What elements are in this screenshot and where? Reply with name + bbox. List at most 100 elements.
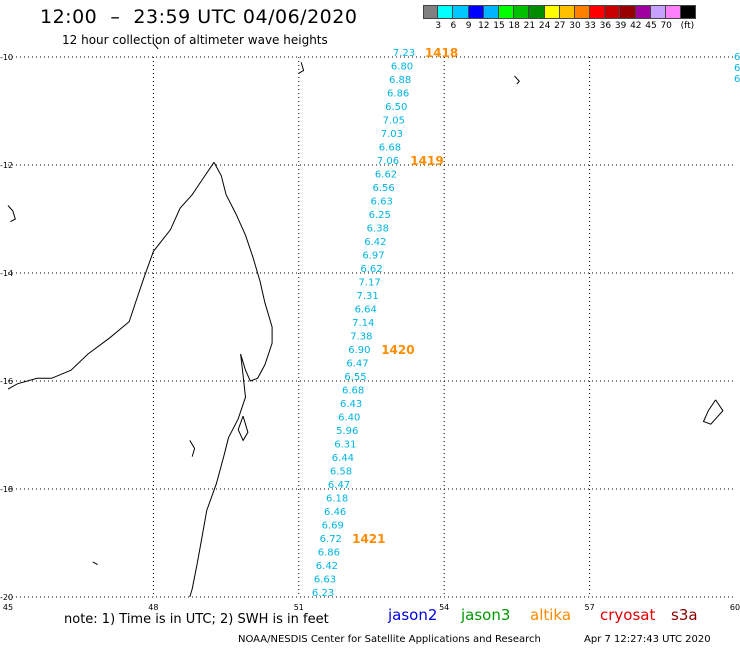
wave-height-label: 6.63 [371,197,393,208]
small-island-a [153,43,159,50]
wave-height-label: 6.62 [360,264,382,275]
time-marker-label: 1421 [352,532,385,546]
madagascar-west-coast [7,162,215,390]
colorbar-swatch [438,5,454,19]
wave-track: 7.23 6.80 6.88 6.86 6.50 7.05 7.03 6.68 7.06 6.62… [312,48,740,599]
lon-label: 45 [3,603,13,612]
edge-wave-label: 6 [734,74,740,85]
wave-height-label: 6.62 [375,170,397,181]
small-island-d [92,561,98,566]
edge-wave-label: 6 [734,52,740,63]
wave-height-label: 6.97 [362,251,384,262]
colorbar-swatch [635,5,651,19]
coastline [7,43,724,598]
wave-height-label: 6.56 [372,183,394,194]
small-island-c [514,75,520,85]
wave-height-label: 6.43 [340,399,362,410]
colorbar-label: 36 [599,21,612,31]
generation-timestamp: Apr 7 12:27:43 UTC 2020 [584,634,711,645]
wave-height-label: 7.05 [383,116,405,127]
wave-height-label: 6.18 [326,494,348,505]
colorbar-swatch [574,5,591,19]
legend-jason2: jason2 [388,606,438,624]
colorbar-label: 12 [478,21,490,31]
colorbar-swatch [483,5,499,19]
wave-height-label: 6.44 [332,453,354,464]
wave-height-label: 6.88 [389,75,411,86]
wave-height-label: 7.17 [358,278,380,289]
lat-label: -14 [0,269,13,278]
time-markers: 1418 1419 1420 1421 [352,46,458,546]
colorbar-label: 27 [554,21,566,31]
colorbar-label: 70 [660,21,672,31]
colorbar-swatch [666,5,682,19]
wave-height-label: 5.96 [336,426,358,437]
legend-altika: altika [530,606,572,624]
colorbar-label: 6 [450,21,457,31]
mayotte-island [7,205,16,223]
wave-height-label: 6.63 [314,575,336,586]
lat-label: -20 [0,593,13,602]
lat-label: -10 [0,53,13,62]
lon-label: 48 [148,603,158,612]
wave-height-label: 7.38 [350,332,372,343]
colorbar-label: 15 [493,21,505,31]
colorbar-label: 30 [569,21,581,31]
colorbar-swatch [423,5,439,19]
colorbar-label: 24 [538,21,551,31]
colorbar-label: 9 [465,21,472,31]
colorbar-swatch [453,5,469,19]
wave-height-label: 6.40 [338,413,360,424]
legend-cryosat: cryosat [600,606,656,624]
legend-jason3: jason3 [461,606,511,624]
colorbar-label: (ft) [680,21,695,31]
map-title: 12:00 – 23:59 UTC 04/06/2020 [40,6,358,28]
colorbar-swatch [498,5,515,19]
colorbar-labels: 3 6 9 12 15 18 21 24 27 30 33 36 39 42 45 70 (ft) [423,21,740,33]
madagascar-east-coast [189,162,273,598]
wave-height-label: 6.80 [391,62,413,73]
wave-height-label: 6.42 [364,237,386,248]
small-island-e [189,440,196,457]
colorbar-label: 21 [523,21,536,31]
wave-height-label: 6.64 [355,305,377,316]
wave-height-label: 7.06 [377,156,399,167]
legend-s3a: s3a [671,606,698,624]
edge-wave-label: 6 [734,63,740,74]
colorbar [423,5,697,19]
colorbar-label: 3 [435,21,442,31]
wave-height-label: 6.46 [324,507,346,518]
colorbar-swatch [514,5,530,19]
wave-height-label: 6.90 [348,345,370,356]
ile-sainte-marie [237,415,249,442]
wave-height-label: 6.25 [369,210,391,221]
colorbar-swatch [529,5,545,19]
colorbar-swatch [681,5,697,19]
wave-height-label: 6.47 [346,359,368,370]
colorbar-label: 42 [630,21,642,31]
colorbar-label: 18 [508,21,520,31]
colorbar-label: 45 [645,21,657,31]
wave-height-label: 7.23 [393,48,415,59]
colorbar-swatch [620,5,636,19]
wave-height-label: 6.69 [322,521,344,532]
wave-height-label: 6.38 [367,224,389,235]
lon-label: 54 [439,603,449,612]
wave-height-label: 6.42 [316,561,338,572]
lon-label: 57 [585,603,595,612]
wave-height-label: 6.68 [342,386,364,397]
colorbar-swatch [468,5,484,19]
wave-height-label: 6.58 [330,467,352,478]
wave-height-label: 7.31 [357,291,379,302]
lat-label: -18 [0,485,13,494]
wave-height-label: 6.86 [387,89,409,100]
lon-label: 51 [294,603,304,612]
wave-height-label: 6.50 [385,102,407,113]
small-island-b [298,62,305,74]
wave-height-label: 6.31 [334,440,356,451]
colorbar-swatch [544,5,560,19]
credit-line: NOAA/NESDIS Center for Satellite Applica… [238,634,541,645]
wave-height-label: 6.68 [379,143,401,154]
colorbar-label: 39 [614,21,627,31]
